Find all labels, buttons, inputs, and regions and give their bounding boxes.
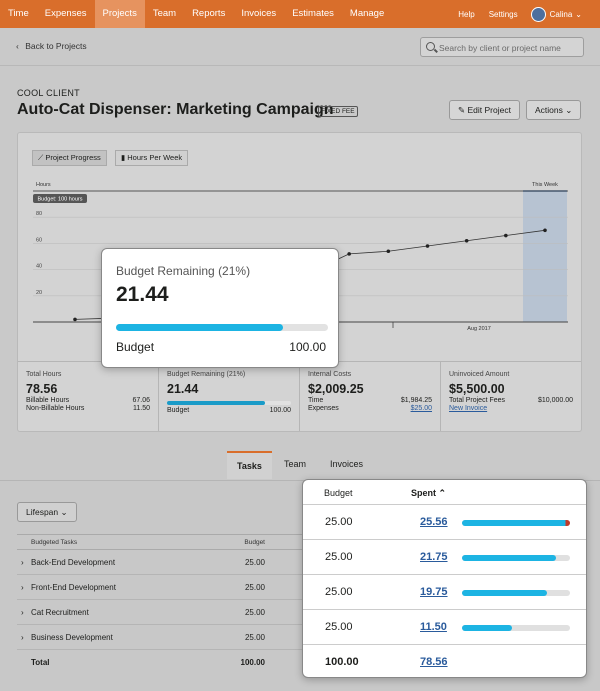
- y-tick-40: 40: [36, 264, 42, 270]
- nav-reports[interactable]: Reports: [192, 8, 226, 19]
- spent-total-row: 100.00 78.56: [303, 644, 586, 679]
- top-nav: Time Expenses Projects Team Reports Invo…: [0, 0, 600, 28]
- uninvoiced-stat: Uninvoiced Amount $5,500.00 Total Projec…: [449, 371, 573, 412]
- data-point-7: [347, 252, 351, 256]
- search-input[interactable]: Search by client or project name: [420, 37, 584, 57]
- budget-remaining-stat: Budget Remaining (21%) 21.44 Budget 100.0…: [159, 362, 300, 431]
- line-chart-icon: ⟋: [38, 153, 44, 162]
- lifespan-dropdown[interactable]: Lifespan ⌄: [17, 502, 77, 522]
- page-title: Auto-Cat Dispenser: Marketing Campaign: [17, 101, 334, 118]
- fee-badge: FIXED FEE: [318, 106, 358, 117]
- back-to-projects-link[interactable]: ‹ Back to Projects: [16, 41, 87, 51]
- search-icon: [426, 42, 435, 51]
- stats-row: Total Hours 78.56 Billable Hours 67.06 No…: [18, 361, 581, 431]
- data-point-9: [425, 244, 430, 248]
- tab-tasks[interactable]: Tasks: [227, 451, 272, 479]
- data-point-0: [73, 317, 77, 322]
- tab-bar: Tasks Team Invoices: [0, 451, 600, 481]
- new-invoice-link[interactable]: New Invoice: [449, 405, 488, 412]
- x-axis-label: Aug 2017: [467, 326, 491, 332]
- table-row[interactable]: › Front-End Development 25.00: [17, 575, 582, 600]
- user-menu[interactable]: Calina ⌄: [525, 6, 600, 22]
- bar-chart-icon: ▮: [121, 153, 126, 162]
- tab-team[interactable]: Team: [284, 459, 307, 469]
- budget-callout-bar: [116, 324, 328, 331]
- nav-estimates[interactable]: Estimates: [292, 8, 334, 19]
- y-axis-label: Hours: [36, 182, 51, 188]
- table-row[interactable]: › Cat Recruitment 25.00: [17, 600, 582, 625]
- spent-row: 25.00 19.75: [303, 574, 586, 609]
- table-row[interactable]: › Business Development 25.00: [17, 625, 582, 650]
- expenses-link[interactable]: $25.00: [410, 405, 432, 412]
- hours-per-week-toggle[interactable]: ▮ Hours Per Week: [115, 150, 189, 166]
- nav-time[interactable]: Time: [8, 8, 29, 19]
- budget-label-badge: [33, 194, 87, 203]
- chevron-right-icon: ›: [21, 558, 24, 567]
- table-total-row: Total 100.00: [31, 658, 265, 667]
- spent-callout: Budget Spent ⌃ 25.00 25.56 25.00 21.75 2…: [302, 479, 587, 678]
- avatar: [530, 6, 546, 22]
- client-name: COOL CLIENT: [17, 88, 80, 98]
- spent-column-header[interactable]: Spent ⌃: [411, 488, 447, 498]
- spent-row: 25.00 11.50: [303, 609, 586, 644]
- data-point-8: [386, 249, 391, 254]
- total-hours-stat: Total Hours 78.56 Billable Hours 67.06 No…: [18, 362, 159, 431]
- nav-invoices[interactable]: Invoices: [241, 8, 277, 19]
- data-point-11: [504, 233, 508, 238]
- project-progress-toggle[interactable]: ⟋ Project Progress: [32, 150, 107, 166]
- table-row[interactable]: › Back-End Development 25.00: [17, 550, 582, 575]
- user-name: Calina: [549, 9, 573, 19]
- help-link[interactable]: Help: [458, 9, 475, 19]
- nav-projects[interactable]: Projects: [94, 0, 145, 28]
- budget-column-header: Budget: [324, 488, 353, 498]
- settings-link[interactable]: Settings: [488, 9, 518, 19]
- tasks-table: Budgeted Tasks Budget › Back-End Developm…: [17, 534, 582, 675]
- nav-team[interactable]: Team: [152, 8, 177, 19]
- pencil-icon: ✎: [458, 105, 466, 115]
- chevron-down-icon: ⌄: [565, 105, 573, 115]
- nav-expenses[interactable]: Expenses: [44, 8, 87, 19]
- data-point-10: [464, 238, 469, 243]
- subbar: ‹ Back to Projects Search by client or p…: [0, 28, 600, 66]
- chevron-right-icon: ›: [21, 608, 24, 617]
- y-tick-80: 80: [36, 211, 42, 217]
- y-tick-60: 60: [36, 237, 42, 243]
- chevron-left-icon: ‹: [16, 41, 19, 51]
- chevron-down-icon: ⌄: [575, 9, 582, 19]
- budget-progress-bar: [167, 401, 291, 405]
- budget-remaining-callout: Budget Remaining (21%) 21.44 Budget 100.…: [101, 248, 339, 368]
- tab-invoices[interactable]: Invoices: [330, 459, 364, 469]
- this-week-band: [523, 191, 567, 322]
- sort-ascending-icon: ⌃: [438, 488, 447, 498]
- chevron-right-icon: ›: [21, 583, 24, 592]
- table-header: Budgeted Tasks Budget: [17, 534, 582, 550]
- y-tick-20: 20: [36, 290, 42, 296]
- budget-label: Budget: 100 hours: [38, 197, 83, 203]
- internal-costs-stat: Internal Costs $2,009.25 Time $1,984.25 E…: [300, 362, 441, 431]
- spent-row: 25.00 21.75: [303, 539, 586, 574]
- edit-project-button[interactable]: ✎ Edit Project: [449, 100, 520, 120]
- chevron-down-icon: ⌄: [60, 507, 68, 517]
- chevron-right-icon: ›: [21, 633, 24, 642]
- this-week-label: This Week: [532, 182, 558, 188]
- actions-button[interactable]: Actions ⌄: [526, 100, 582, 120]
- nav-manage[interactable]: Manage: [349, 8, 385, 19]
- data-point-12: [543, 228, 547, 233]
- spent-row: 25.00 25.56: [303, 504, 586, 539]
